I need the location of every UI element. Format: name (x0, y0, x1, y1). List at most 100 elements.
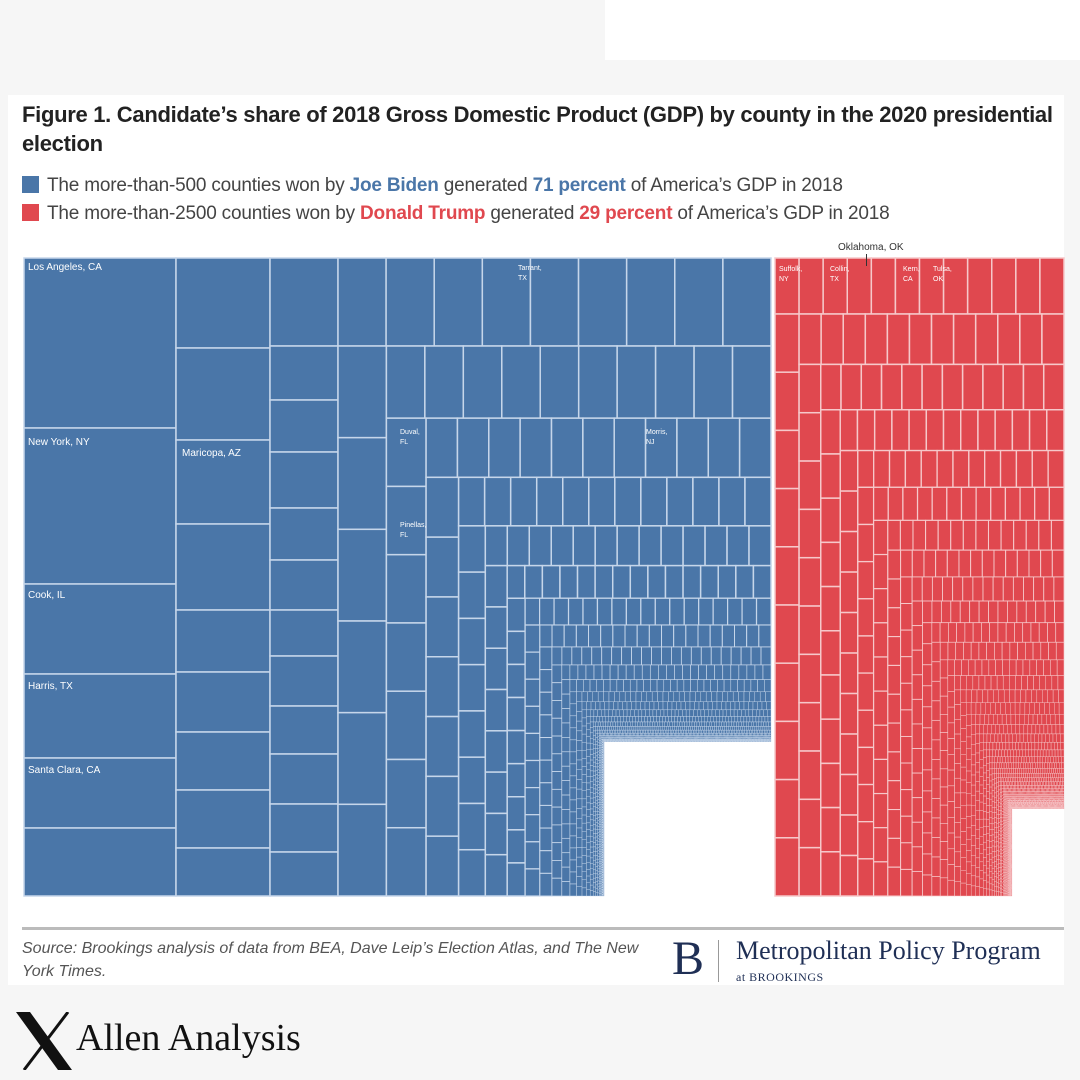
biden-county-cell (576, 564, 596, 599)
trump-county-cell (969, 600, 980, 624)
trump-county-cell (1061, 756, 1065, 764)
biden-county-cell (641, 691, 648, 702)
trump-county-cell (1050, 714, 1056, 725)
trump-county-cell (820, 453, 842, 499)
biden-county-cell (569, 691, 577, 705)
biden-county-cell (669, 597, 685, 626)
biden-county-cell (484, 647, 508, 691)
trump-county-cell (947, 641, 957, 661)
trump-county-cell (960, 728, 967, 742)
biden-county-cell (674, 709, 679, 717)
biden-county-cell (595, 851, 598, 856)
biden-county-cell (742, 732, 744, 736)
trump-county-cell (1009, 659, 1017, 676)
biden-county-cell (708, 732, 710, 736)
biden-county-cell (581, 750, 587, 759)
trump-county-cell (872, 486, 889, 522)
trump-county-cell (1035, 600, 1046, 624)
trump-county-cell (1058, 773, 1061, 778)
biden-county-cell (698, 664, 707, 681)
biden-county-cell (599, 873, 601, 877)
trump-county-cell (997, 600, 1008, 624)
trump-county-cell (1007, 773, 1011, 778)
trump-county-cell (839, 692, 859, 735)
biden-county-cell (599, 782, 601, 786)
biden-county-cell (630, 732, 633, 736)
biden-county-cell (610, 729, 613, 734)
trump-county-cell (1027, 724, 1033, 735)
trump-county-cell (820, 497, 842, 544)
trump-county-cell (1000, 842, 1002, 847)
biden-county-cell (457, 663, 487, 712)
trump-county-cell (925, 409, 945, 452)
trump-county-cell (1011, 773, 1015, 778)
biden-county-cell (719, 709, 724, 717)
trump-county-cell (900, 603, 913, 631)
biden-county-cell (641, 726, 645, 731)
trump-county-cell (1058, 756, 1062, 764)
trump-county-cell (1004, 486, 1021, 522)
biden-county-cell (269, 257, 339, 347)
biden-county-cell (576, 837, 583, 848)
biden-county-cell (592, 797, 596, 803)
trump-county-cell (991, 862, 995, 869)
trump-county-cell (798, 846, 822, 897)
biden-county-cell (754, 729, 757, 734)
biden-county-cell (694, 729, 697, 734)
trump-county-cell (963, 641, 972, 661)
trump-county-cell (986, 770, 990, 778)
trump-county-cell (1058, 689, 1065, 703)
trump-county-cell (887, 722, 902, 753)
trump-county-cell (975, 819, 980, 830)
biden-county-cell (576, 818, 583, 829)
trump-county-cell (984, 714, 990, 725)
trump-county-cell (860, 363, 883, 411)
biden-county-cell (551, 682, 563, 701)
biden-county-cell (597, 766, 600, 770)
trump-county-cell (880, 363, 903, 411)
biden-county-cell (595, 721, 599, 727)
biden-county-cell (658, 729, 661, 734)
biden-county-cell (695, 732, 698, 736)
trump-county-cell (979, 767, 984, 777)
biden-county-cell (425, 656, 460, 718)
biden-county-cell (667, 709, 672, 717)
trump-county-cell (986, 812, 990, 820)
biden-county-cell (457, 525, 487, 573)
biden-county-cell (634, 732, 637, 736)
biden-county-cell (734, 729, 737, 734)
trump-county-cell (1048, 641, 1057, 661)
biden-county-cell (597, 886, 600, 891)
trump-county-cell (996, 850, 999, 856)
trump-county-cell (774, 371, 800, 432)
biden-county-cell (702, 726, 705, 731)
biden-county-cell (615, 732, 618, 736)
biden-county-cell (425, 596, 460, 658)
trump-county-cell (1020, 777, 1023, 783)
trump-county-cell (989, 786, 993, 794)
trump-county-cell (1048, 749, 1053, 757)
biden-county-cell (643, 679, 651, 693)
biden-county-cell (630, 721, 633, 727)
trump-county-cell (1003, 777, 1006, 783)
trump-county-cell (798, 411, 822, 462)
biden-county-cell (619, 691, 626, 702)
biden-county-cell (674, 726, 677, 731)
trump-county-cell (960, 818, 967, 832)
biden-county-cell (700, 709, 705, 717)
biden-county-cell (539, 872, 553, 897)
biden-county-cell (571, 646, 583, 666)
trump-county-cell (939, 750, 949, 770)
trump-county-cell (1038, 622, 1048, 643)
biden-county-cell (637, 729, 640, 734)
biden-county-cell (599, 729, 602, 734)
biden-county-cell (713, 716, 717, 723)
trump-county-cell (900, 682, 913, 711)
biden-county-cell (714, 664, 724, 681)
biden-county-cell (764, 716, 769, 723)
biden-county-cell (599, 747, 601, 751)
biden-county-cell (738, 417, 772, 479)
trump-county-cell (931, 700, 941, 721)
biden-county-cell (766, 732, 769, 736)
biden-county-cell (592, 730, 596, 736)
